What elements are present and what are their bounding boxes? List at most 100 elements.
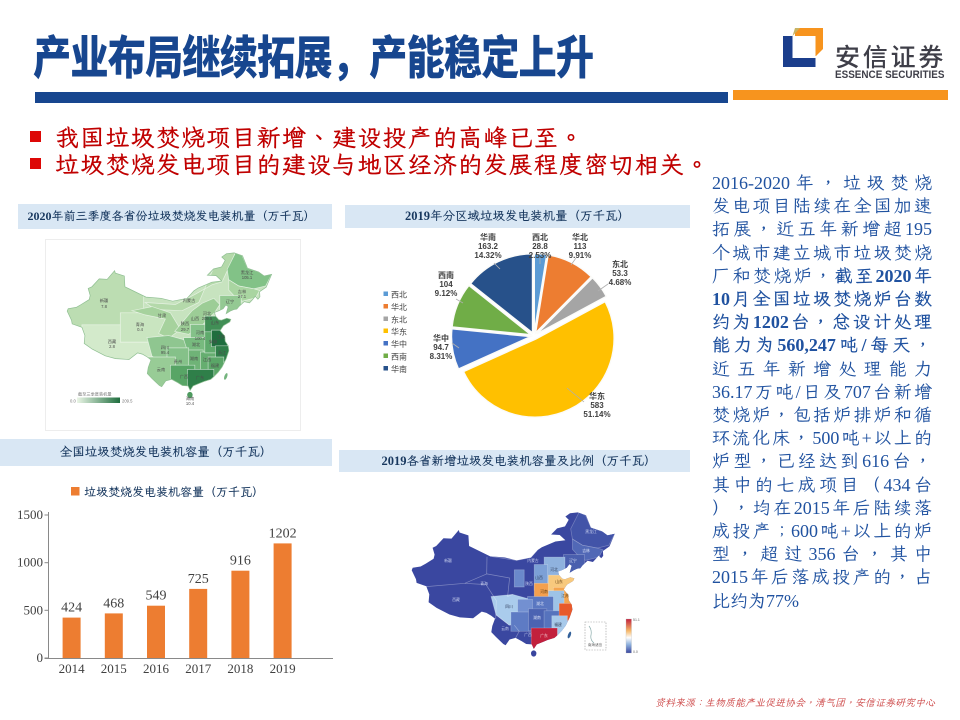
svg-text:湖南: 湖南 [533,615,541,620]
svg-text:华北: 华北 [572,232,588,242]
svg-text:2015: 2015 [101,661,127,676]
svg-text:0.4: 0.4 [137,327,143,332]
svg-text:西南: 西南 [391,352,407,362]
svg-text:163.2: 163.2 [478,242,499,251]
svg-text:2.53%: 2.53% [529,251,552,260]
svg-text:1500: 1500 [17,507,43,522]
svg-text:华中: 华中 [433,333,449,343]
svg-text:海南: 海南 [186,395,194,402]
svg-text:安徽: 安徽 [209,338,218,345]
svg-text:江西: 江西 [203,356,211,363]
svg-text:垃圾焚烧发电装机容量（万千瓦）: 垃圾焚烧发电装机容量（万千瓦） [84,485,264,499]
svg-text:湖北: 湖北 [536,601,544,606]
svg-text:华东: 华东 [391,327,407,337]
svg-text:0.0: 0.0 [70,399,76,404]
svg-text:西南: 西南 [438,270,454,280]
svg-text:1202: 1202 [269,526,297,541]
svg-text:53.3: 53.3 [612,269,628,278]
svg-text:湖南: 湖南 [190,355,198,362]
svg-text:209.5: 209.5 [202,316,213,321]
svg-text:浙江: 浙江 [218,349,226,356]
svg-text:山西: 山西 [191,315,199,322]
svg-text:河北: 河北 [550,567,558,572]
svg-text:2019: 2019 [270,661,296,676]
svg-text:100.4: 100.4 [195,336,206,341]
svg-text:51.14%: 51.14% [583,410,610,419]
svg-text:华南: 华南 [391,364,407,374]
svg-text:广西: 广西 [180,373,188,380]
svg-text:94.7: 94.7 [433,343,449,352]
svg-text:吉林: 吉林 [238,288,247,295]
svg-text:2.8: 2.8 [109,344,115,349]
svg-text:陕西: 陕西 [181,320,189,327]
svg-text:0.0: 0.0 [633,650,638,654]
svg-text:东北: 东北 [612,259,628,269]
svg-text:四川: 四川 [161,345,169,350]
svg-text:2018: 2018 [227,661,253,676]
svg-text:113: 113 [574,242,587,251]
svg-text:广西: 广西 [524,632,532,637]
svg-text:辽宁: 辽宁 [226,298,234,305]
svg-text:四川: 四川 [505,604,513,609]
svg-text:西北: 西北 [532,232,548,242]
svg-text:内蒙古: 内蒙古 [183,297,196,304]
svg-text:广东: 广东 [196,374,204,381]
svg-text:湖北: 湖北 [192,341,201,348]
svg-text:山东: 山东 [555,579,563,584]
svg-text:500: 500 [24,602,44,617]
svg-text:云南: 云南 [157,366,165,373]
svg-text:10.4: 10.4 [186,401,195,406]
svg-text:9.12%: 9.12% [435,289,458,298]
svg-text:1000: 1000 [17,555,43,570]
svg-text:华东: 华东 [589,391,605,401]
svg-text:2014: 2014 [59,661,86,676]
svg-text:内蒙古: 内蒙古 [527,558,539,563]
svg-text:4.68%: 4.68% [609,278,632,287]
svg-text:广东: 广东 [540,633,548,638]
svg-text:江苏: 江苏 [561,593,569,598]
svg-text:西藏: 西藏 [108,338,117,345]
svg-text:9.91%: 9.91% [569,251,592,260]
svg-text:华中: 华中 [391,339,407,349]
svg-text:贵州: 贵州 [174,358,182,365]
svg-text:辽宁: 辽宁 [569,558,577,563]
svg-text:河南: 河南 [196,329,204,335]
svg-text:新疆: 新疆 [100,297,108,304]
svg-text:424: 424 [61,601,82,616]
svg-text:福建: 福建 [554,622,562,627]
svg-text:江苏: 江苏 [217,333,225,340]
svg-text:河北: 河北 [203,310,212,317]
svg-text:黑龙江: 黑龙江 [585,529,597,534]
svg-text:549: 549 [146,589,167,604]
svg-text:华北: 华北 [391,302,407,312]
svg-text:云南: 云南 [501,626,509,631]
svg-text:583: 583 [590,401,604,410]
svg-text:南海诸岛: 南海诸岛 [588,642,603,647]
svg-text:28.8: 28.8 [532,242,548,251]
svg-text:河南: 河南 [540,589,548,594]
svg-text:东北: 东北 [391,315,407,325]
svg-text:吉林: 吉林 [582,548,590,553]
svg-text:山东: 山东 [211,319,219,326]
svg-text:甘肃: 甘肃 [158,312,166,319]
svg-text:2017: 2017 [185,661,212,676]
svg-text:104: 104 [439,280,453,289]
svg-text:725: 725 [188,572,209,587]
svg-text:209.5: 209.5 [122,399,133,404]
svg-text:黑龙江: 黑龙江 [241,269,254,276]
svg-text:8.31%: 8.31% [430,352,453,361]
svg-text:95.4: 95.4 [161,350,170,355]
svg-text:51.1: 51.1 [633,618,640,622]
svg-text:916: 916 [230,554,251,569]
svg-text:山西: 山西 [535,575,543,580]
svg-text:2016: 2016 [143,661,170,676]
svg-text:西北: 西北 [391,291,407,300]
svg-text:105.1: 105.1 [242,275,253,280]
svg-text:468: 468 [103,596,124,611]
svg-text:陕西: 陕西 [525,581,533,586]
svg-text:7.8: 7.8 [101,304,107,309]
svg-text:福建: 福建 [211,362,220,369]
svg-text:青海: 青海 [136,321,145,328]
svg-text:青海: 青海 [480,581,488,586]
svg-text:截至三季度装机量: 截至三季度装机量 [78,391,112,398]
